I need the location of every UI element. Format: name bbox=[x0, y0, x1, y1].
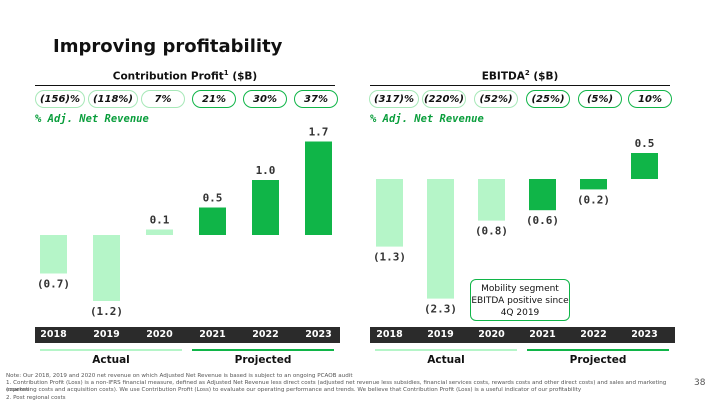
ebitda-value-label: (0.6) bbox=[526, 214, 559, 227]
contribution-bar-2023 bbox=[305, 141, 332, 235]
left-year-axis bbox=[35, 327, 340, 343]
left-projected-line bbox=[192, 349, 334, 351]
contribution-bar-2022 bbox=[252, 180, 279, 235]
ebitda-year-label: 2023 bbox=[631, 329, 658, 340]
contribution-year-label: 2022 bbox=[252, 329, 279, 340]
left-actual-label: Actual bbox=[92, 354, 130, 366]
footnote-1: 1. Contribution Profit (Loss) is a non-I… bbox=[6, 380, 667, 393]
footnote-ref-2: 2 bbox=[524, 69, 530, 77]
ebitda-bar-2023 bbox=[631, 153, 658, 179]
right-actual-label: Actual bbox=[427, 354, 465, 366]
contribution-value-label: 1.0 bbox=[256, 164, 276, 177]
left-projected-label: Projected bbox=[234, 354, 292, 366]
ebitda-year-label: 2022 bbox=[580, 329, 607, 340]
margin-pill: 30% bbox=[243, 90, 287, 108]
left-actual-line bbox=[40, 349, 182, 351]
contribution-bar-2018 bbox=[40, 235, 67, 274]
contribution-value-label: 1.7 bbox=[309, 126, 329, 139]
ebitda-heading: EBITDA2 ($B) bbox=[370, 69, 670, 83]
right-projected-line bbox=[527, 349, 669, 351]
right-year-axis bbox=[370, 327, 675, 343]
margin-pill: 7% bbox=[141, 90, 185, 108]
ebitda-year-label: 2021 bbox=[529, 329, 556, 340]
ebitda-value-label: 0.5 bbox=[635, 137, 655, 150]
contribution-year-label: 2023 bbox=[305, 329, 332, 340]
left-heading-rule bbox=[35, 85, 335, 86]
footnote-1-cont: (marketing costs and acquisition costs).… bbox=[6, 387, 582, 393]
margin-pill: (118%) bbox=[88, 90, 138, 108]
margin-pill: 21% bbox=[192, 90, 236, 108]
page-number: 38 bbox=[694, 378, 706, 388]
contribution-value-label: (0.7) bbox=[37, 278, 70, 291]
ebitda-value-label: (0.8) bbox=[475, 225, 508, 238]
ebitda-value-label: (0.2) bbox=[577, 193, 610, 206]
ebitda-bar-2021 bbox=[529, 179, 556, 211]
contribution-profit-unit: ($B) bbox=[228, 70, 258, 83]
contribution-year-label: 2019 bbox=[93, 329, 120, 340]
contribution-bar-2019 bbox=[93, 235, 120, 301]
contribution-bar-2021 bbox=[199, 207, 226, 235]
contribution-value-label: (1.2) bbox=[90, 305, 123, 318]
margin-pill: (317)% bbox=[369, 90, 419, 108]
contribution-profit-heading: Contribution Profit1 ($B) bbox=[35, 69, 335, 83]
margin-pill: (156)% bbox=[35, 90, 85, 108]
contribution-profit-heading-text: Contribution Profit bbox=[112, 70, 224, 83]
page-title: Improving profitability bbox=[53, 36, 283, 57]
margin-pill: 37% bbox=[294, 90, 338, 108]
right-projected-label: Projected bbox=[569, 354, 627, 366]
ebitda-year-label: 2020 bbox=[478, 329, 505, 340]
ebitda-value-label: (2.3) bbox=[424, 303, 457, 316]
ebitda-value-label: (1.3) bbox=[373, 251, 406, 264]
footnote-note: Note: Our 2018, 2019 and 2020 net revenu… bbox=[6, 373, 353, 379]
margin-pill: (52%) bbox=[474, 90, 518, 108]
contribution-year-label: 2018 bbox=[40, 329, 67, 340]
right-pct-label: % Adj. Net Revenue bbox=[370, 113, 484, 125]
ebitda-bar-2020 bbox=[478, 179, 505, 221]
contribution-year-label: 2020 bbox=[146, 329, 173, 340]
footnote-2: 2. Post regional costs bbox=[6, 395, 66, 401]
margin-pill: (220%) bbox=[422, 90, 466, 108]
ebitda-year-label: 2019 bbox=[427, 329, 454, 340]
left-pct-label: % Adj. Net Revenue bbox=[35, 113, 149, 125]
ebitda-unit: ($B) bbox=[529, 70, 559, 83]
margin-pill: (5%) bbox=[578, 90, 622, 108]
ebitda-bar-2019 bbox=[427, 179, 454, 299]
right-actual-line bbox=[375, 349, 517, 351]
margin-pill: 10% bbox=[628, 90, 672, 108]
margin-pill: (25%) bbox=[526, 90, 570, 108]
footnote-ref-1: 1 bbox=[223, 69, 229, 77]
mobility-callout: Mobility segment EBITDA positive since 4… bbox=[470, 279, 570, 321]
ebitda-year-label: 2018 bbox=[376, 329, 403, 340]
contribution-bar-2020 bbox=[146, 229, 173, 235]
contribution-value-label: 0.1 bbox=[150, 214, 170, 227]
contribution-year-label: 2021 bbox=[199, 329, 226, 340]
ebitda-heading-text: EBITDA bbox=[481, 70, 525, 83]
ebitda-bar-2018 bbox=[376, 179, 403, 247]
ebitda-bar-2022 bbox=[580, 179, 607, 190]
contribution-value-label: 0.5 bbox=[203, 192, 223, 205]
right-heading-rule bbox=[370, 85, 670, 86]
